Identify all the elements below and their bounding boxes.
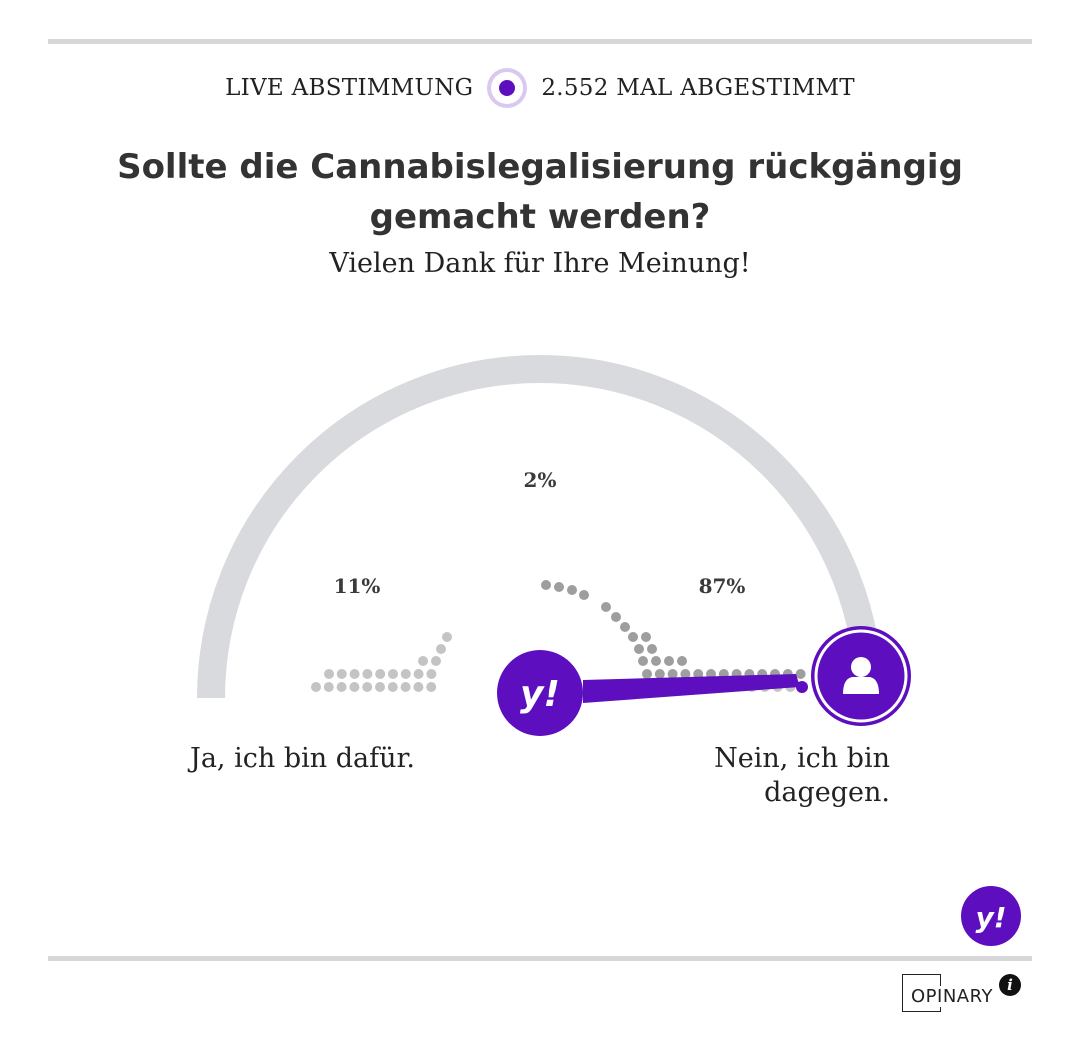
vote-dot xyxy=(579,590,589,600)
vote-dot xyxy=(413,669,424,679)
vote-dot xyxy=(431,656,441,666)
vote-dot xyxy=(349,682,360,692)
poll-question: Sollte die Cannabislegalisierung rückgän… xyxy=(117,147,963,237)
vote-dot xyxy=(647,644,657,654)
vote-dot xyxy=(667,669,678,679)
vote-dot xyxy=(651,656,661,666)
vote-dot xyxy=(387,682,398,692)
vote-dot xyxy=(638,656,648,666)
yahoo-logo-icon[interactable]: y! xyxy=(961,886,1021,946)
vote-dot xyxy=(375,682,385,692)
thanks-message: Vielen Dank für Ihre Meinung! xyxy=(329,248,751,279)
percent-label-no: 87% xyxy=(699,574,746,598)
vote-dot xyxy=(426,669,437,679)
vote-dot xyxy=(567,585,577,595)
vote-dot xyxy=(554,582,564,592)
vote-dot xyxy=(388,669,398,679)
vote-dot xyxy=(442,632,452,642)
answer-no-label: Nein, ich bin dagegen. xyxy=(714,743,890,808)
vote-dot xyxy=(375,669,386,679)
vote-dot xyxy=(601,602,611,612)
percent-label-yes: 11% xyxy=(334,574,381,598)
live-label: LIVE ABSTIMMUNG xyxy=(225,75,474,101)
vote-dot xyxy=(323,682,334,692)
vote-dot xyxy=(362,669,373,679)
percent-label-middle: 2% xyxy=(524,468,557,492)
vote-dot xyxy=(677,656,687,666)
top-divider xyxy=(48,39,1032,44)
vote-dot xyxy=(654,669,665,679)
vote-dot xyxy=(634,644,644,654)
vote-dot xyxy=(680,669,691,679)
vote-dot xyxy=(349,669,360,679)
vote-dot xyxy=(436,644,446,654)
vote-dot xyxy=(693,669,704,679)
vote-dot xyxy=(611,612,621,622)
info-icon[interactable]: i xyxy=(999,974,1021,996)
vote-dot xyxy=(413,682,424,692)
vote-dot xyxy=(418,656,428,666)
vote-dot xyxy=(362,682,373,692)
live-vote-header: LIVE ABSTIMMUNG 2.552 MAL ABGESTIMMT xyxy=(0,64,1080,112)
vote-dot xyxy=(336,682,347,692)
vote-dot xyxy=(336,669,347,679)
opinion-needle xyxy=(583,674,800,703)
svg-text:y!: y! xyxy=(975,901,1006,934)
vote-dot xyxy=(324,669,334,679)
user-vote-marker[interactable] xyxy=(811,626,911,726)
gauge-track xyxy=(197,355,883,699)
opinary-logo[interactable]: OPINARY xyxy=(902,974,998,1012)
vote-dot xyxy=(426,682,437,692)
vote-dot xyxy=(795,669,806,679)
vote-dot xyxy=(620,622,630,632)
answer-yes-label: Ja, ich bin dafür. xyxy=(190,743,415,774)
publisher-marker: y! xyxy=(497,650,583,736)
vote-count-label: 2.552 MAL ABGESTIMMT xyxy=(541,75,855,101)
vote-dot xyxy=(400,669,411,679)
vote-dot xyxy=(541,580,551,590)
vote-distribution-dots xyxy=(311,580,806,692)
user-avatar-icon xyxy=(843,657,879,694)
vote-dot xyxy=(311,682,321,692)
vote-dot xyxy=(642,669,652,679)
vote-dot xyxy=(664,656,674,666)
vote-dot xyxy=(641,632,651,642)
needle-tip xyxy=(796,681,808,693)
yahoo-logo-icon: y! xyxy=(520,674,560,715)
live-pulse-icon xyxy=(487,68,528,108)
vote-dot xyxy=(400,682,411,692)
vote-dot xyxy=(628,632,638,642)
bottom-divider xyxy=(48,956,1032,961)
